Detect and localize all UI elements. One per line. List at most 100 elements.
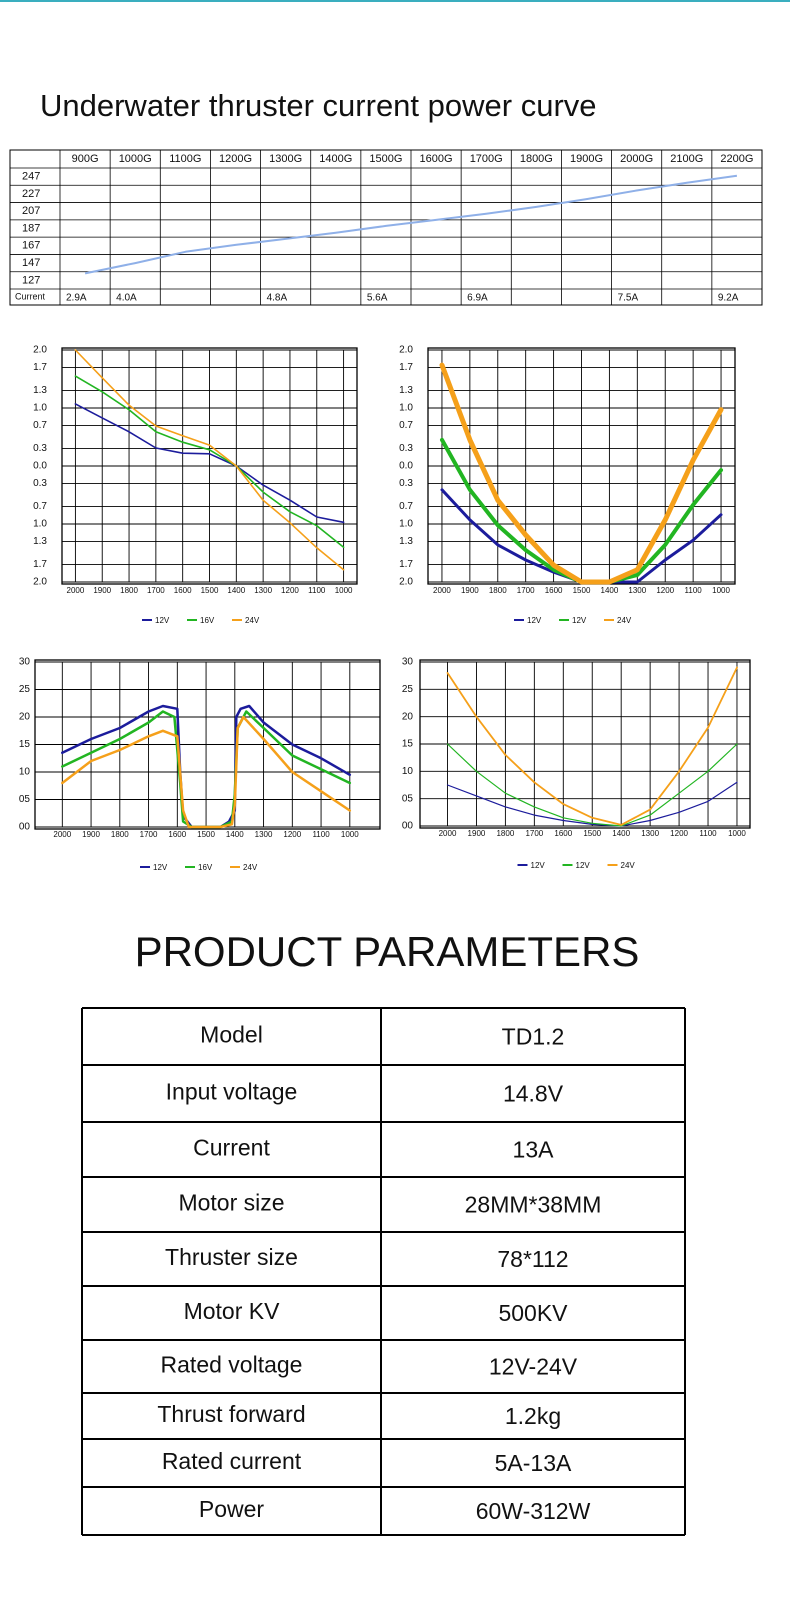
parameter-name: Motor size [178, 1190, 284, 1216]
x-tick-label: 1400 [227, 586, 245, 595]
y-tick-label: 1.3 [33, 536, 47, 547]
current-value: 6.9A [467, 293, 488, 304]
x-tick-label: 1100 [312, 830, 330, 839]
parameter-name: Motor KV [184, 1298, 281, 1324]
x-tick-label: 1600 [545, 586, 563, 595]
y-tick-label: 1.7 [33, 559, 47, 570]
line-series [446, 781, 738, 827]
legend-label: 24V [621, 861, 636, 870]
x-tick-label: 1300 [254, 586, 272, 595]
x-tick-label: 1900 [82, 830, 100, 839]
y-tick-label: 00 [402, 821, 414, 832]
y-tick-label: 1.0 [33, 519, 47, 530]
y-tick-label: 0.7 [33, 420, 47, 431]
y-tick-label: 1.7 [33, 362, 47, 373]
x-tick-label: 1500 [201, 586, 219, 595]
y-tick-label: 247 [22, 171, 40, 183]
y-tick-label: 15 [402, 739, 414, 750]
current-value: 5.6A [367, 293, 388, 304]
page-title: Underwater thruster current power curve [40, 88, 597, 123]
y-tick-label: 2.0 [399, 577, 413, 588]
x-tick-label: 2000G [620, 153, 653, 165]
x-tick-label: 1600G [420, 153, 453, 165]
y-tick-label: 1.0 [33, 403, 47, 414]
x-tick-label: 2200G [720, 153, 753, 165]
y-tick-label: 0.7 [33, 501, 47, 512]
line-series [446, 666, 738, 826]
line-series [439, 362, 724, 585]
legend-label: 12V [576, 861, 591, 870]
x-tick-label: 1500 [197, 830, 215, 839]
x-tick-label: 1600 [554, 829, 572, 838]
x-tick-label: 1200G [219, 153, 252, 165]
y-tick-label: 2.0 [399, 345, 413, 356]
legend-label: 24V [243, 863, 258, 872]
parameter-value: 60W-312W [476, 1498, 591, 1524]
current-value: 9.2A [718, 293, 739, 304]
y-tick-label: 30 [19, 657, 31, 668]
line-series [446, 743, 738, 827]
y-tick-label: 20 [402, 711, 414, 722]
parameter-value: 12V-24V [489, 1354, 578, 1380]
y-tick-label: 10 [402, 766, 414, 777]
legend-label: 24V [617, 616, 632, 625]
x-tick-label: 1700 [517, 586, 535, 595]
y-tick-label: 0.7 [399, 501, 413, 512]
x-tick-label: 1900G [570, 153, 603, 165]
y-tick-label: 20 [19, 712, 31, 723]
y-tick-label: 25 [402, 684, 414, 695]
y-tick-label: 167 [22, 240, 40, 252]
x-tick-label: 1100 [685, 586, 703, 595]
parameter-name: Power [199, 1496, 265, 1522]
x-tick-label: 1400G [319, 153, 352, 165]
legend-label: 24V [245, 616, 260, 625]
current-value: 2.9A [66, 293, 87, 304]
x-tick-label: 1000 [712, 586, 730, 595]
y-tick-label: 25 [19, 684, 31, 695]
x-tick-label: 1600 [174, 586, 192, 595]
x-tick-label: 2000 [439, 829, 457, 838]
y-tick-label: 1.0 [399, 403, 413, 414]
x-tick-label: 1800 [489, 586, 507, 595]
y-tick-label: 1.7 [399, 559, 413, 570]
x-tick-label: 1100 [699, 829, 717, 838]
x-tick-label: 1100 [308, 586, 326, 595]
x-tick-label: 2000 [67, 586, 85, 595]
legend-label: 12V [155, 616, 170, 625]
y-tick-label: 187 [22, 222, 40, 234]
y-tick-label: 1.3 [399, 536, 413, 547]
x-tick-label: 1700 [525, 829, 543, 838]
parameter-name: Model [200, 1022, 263, 1048]
current-value: 4.0A [116, 293, 137, 304]
x-tick-label: 1000 [341, 830, 359, 839]
y-tick-label: 0.3 [33, 478, 47, 489]
y-tick-label: 2.0 [33, 345, 47, 356]
x-tick-label: 1300 [641, 829, 659, 838]
parameter-value: 28MM*38MM [465, 1192, 602, 1218]
x-tick-label: 1200 [656, 586, 674, 595]
y-tick-label: 2.0 [33, 577, 47, 588]
x-tick-label: 1700 [147, 586, 165, 595]
x-tick-label: 1400 [612, 829, 630, 838]
parameter-name: Rated voltage [161, 1352, 303, 1378]
line-series [74, 403, 345, 524]
y-tick-label: 0.0 [399, 461, 413, 472]
x-tick-label: 1500 [573, 586, 591, 595]
x-tick-label: 1100G [169, 153, 201, 165]
top-accent [0, 0, 790, 2]
x-tick-label: 1000 [728, 829, 746, 838]
y-tick-label: 0.3 [399, 443, 413, 454]
y-tick-label: 0.7 [399, 420, 413, 431]
y-tick-label: 00 [19, 822, 31, 833]
parameters-title: PRODUCT PARAMETERS [135, 928, 640, 975]
legend-label: 12V [572, 616, 587, 625]
parameter-value: 78*112 [497, 1246, 568, 1272]
parameter-value: TD1.2 [502, 1024, 565, 1050]
x-tick-label: 2000 [53, 830, 71, 839]
x-tick-label: 900G [72, 153, 99, 165]
x-tick-label: 1900 [468, 829, 486, 838]
y-tick-label: 127 [22, 274, 40, 286]
y-tick-label: 147 [22, 257, 40, 269]
x-tick-label: 2100G [670, 153, 703, 165]
